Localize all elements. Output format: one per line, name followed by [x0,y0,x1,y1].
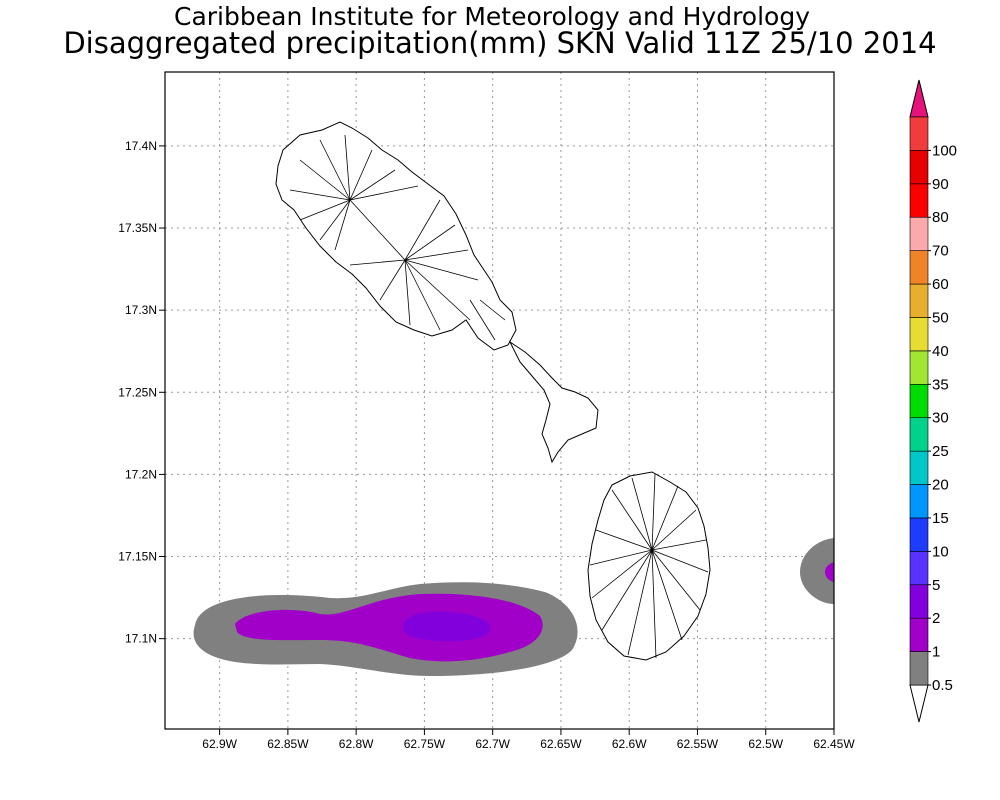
y-tick-label: 17.4N [125,139,157,153]
nevis-island [587,471,711,661]
colorbar-label: 2 [932,610,940,627]
colorbar-label: 100 [932,142,957,159]
nevis-drainage [589,473,709,659]
x-tick-label: 62.5W [748,737,783,751]
colorbar-label: 1 [932,644,940,661]
x-tick-label: 62.75W [404,737,446,751]
colorbar-swatch [909,216,929,251]
colorbar-label: 0.5 [932,677,953,694]
colorbar-label: 30 [932,410,949,427]
map-frame [164,71,835,730]
colorbar-swatch [909,383,929,419]
colorbar-swatch [909,417,929,452]
x-tick-label: 62.65W [540,737,582,751]
x-tick-label: 62.85W [267,737,309,751]
precip-east-0-5mm [800,538,834,604]
colorbar-swatch [909,350,929,385]
chart-subtitle: Disaggregated precipitation(mm) SKN Vali… [63,26,937,60]
colorbar-swatch [909,651,929,686]
precip-contour-2mm [402,611,491,642]
x-tick-label: 62.7W [475,737,510,751]
y-tick-label: 17.25N [118,385,157,399]
colorbar-swatch [909,484,929,519]
y-tick-label: 17.1N [125,632,157,646]
x-tick-label: 62.8W [339,737,374,751]
colorbar-swatch [909,450,929,485]
x-tick-label: 62.55W [677,737,719,751]
precip-contour-1mm [235,593,543,662]
y-tick-label: 17.2N [125,467,157,481]
colorbar-label: 10 [932,543,949,560]
colorbar-label: 60 [932,276,949,293]
colorbar-label: 80 [932,209,949,226]
x-tick-label: 62.9W [202,737,237,751]
y-axis-ticks: 17.4N 17.35N 17.3N 17.25N 17.2N 17.15N 17.1N [118,139,165,646]
colorbar-label: 15 [932,510,949,527]
colorbar-swatch [909,183,929,218]
islands [275,121,711,661]
colorbar-swatch [909,617,929,652]
colorbar-swatch [909,116,929,151]
colorbar-label: 20 [932,477,949,494]
colorbar-swatch [909,584,929,619]
colorbar-label: 25 [932,443,949,460]
x-tick-label: 62.45W [813,737,855,751]
colorbar-swatch [909,317,929,352]
colorbar-swatch [909,150,929,185]
colorbar-label: 40 [932,343,949,360]
y-tick-label: 17.15N [118,550,157,564]
colorbar-swatch [909,283,929,318]
colorbar-label: 35 [932,376,949,393]
colorbar-bottom-arrow [909,684,929,723]
st-kitts-drainage [289,134,506,341]
precip-east-1mm [825,562,834,582]
x-tick-label: 62.6W [612,737,647,751]
y-tick-label: 17.3N [125,303,157,317]
colorbar-top-arrow [909,79,929,118]
colorbar-swatch [909,551,929,586]
colorbar-label: 70 [932,243,949,260]
colorbar-swatch [909,517,929,552]
colorbar-label: 90 [932,176,949,193]
precipitation-shading [193,538,834,676]
st-kitts-peninsula [508,340,599,464]
chart-title: Caribbean Institute for Meteorology and … [174,2,810,31]
st-kitts-island [275,121,517,351]
colorbar-label: 5 [932,577,940,594]
x-axis-ticks: 62.9W 62.85W 62.8W 62.75W 62.7W 62.65W 62.6W 62… [202,729,855,751]
colorbar-label: 50 [932,309,949,326]
map-plot-area [164,71,835,730]
y-tick-label: 17.35N [118,221,157,235]
colorbar-swatch [909,250,929,285]
